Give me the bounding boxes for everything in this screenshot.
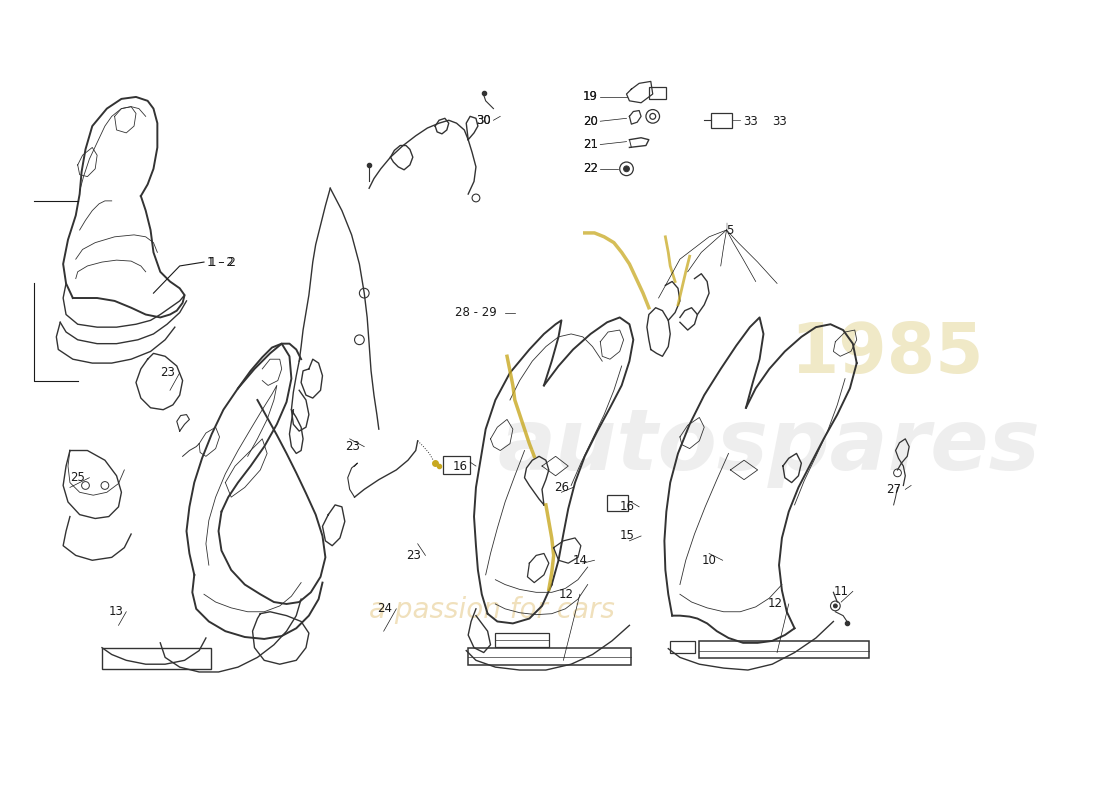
Text: 19: 19 — [583, 90, 597, 103]
Text: 25: 25 — [70, 471, 85, 484]
Text: 21: 21 — [583, 138, 597, 151]
Text: 22: 22 — [583, 162, 597, 175]
Text: a passion for cars: a passion for cars — [368, 596, 615, 624]
Text: 14: 14 — [573, 554, 588, 566]
Text: 19: 19 — [583, 90, 597, 103]
Text: 15: 15 — [619, 530, 635, 542]
Text: 33: 33 — [772, 114, 786, 128]
Bar — [495, 633, 549, 646]
Text: 5: 5 — [727, 223, 734, 237]
Text: 12: 12 — [768, 598, 782, 610]
Circle shape — [624, 166, 629, 172]
Circle shape — [834, 604, 837, 608]
Text: 23: 23 — [161, 366, 175, 379]
Bar — [469, 648, 631, 665]
Text: 16: 16 — [619, 500, 635, 514]
Text: 1 - 2: 1 - 2 — [209, 255, 235, 269]
Text: 20: 20 — [583, 114, 597, 128]
Text: 26: 26 — [553, 481, 569, 494]
Text: 33: 33 — [744, 114, 758, 128]
Text: 10: 10 — [702, 554, 716, 566]
Text: 20: 20 — [583, 114, 597, 128]
Bar — [700, 641, 869, 658]
Text: 23: 23 — [344, 440, 360, 453]
Text: 16: 16 — [452, 459, 468, 473]
Bar — [102, 648, 211, 669]
Bar — [607, 495, 628, 510]
Text: 23: 23 — [406, 549, 421, 562]
Text: 11: 11 — [834, 585, 848, 598]
Text: 28 - 29: 28 - 29 — [454, 306, 496, 319]
Text: 30: 30 — [476, 114, 491, 126]
Text: autospares: autospares — [498, 405, 1041, 488]
Text: 30: 30 — [476, 114, 491, 126]
Text: 21: 21 — [583, 138, 597, 151]
Text: 1985: 1985 — [790, 320, 983, 387]
Text: 22: 22 — [583, 162, 597, 175]
Bar — [443, 456, 470, 474]
Text: 13: 13 — [109, 606, 123, 618]
Bar — [649, 87, 667, 99]
Text: 1 - 2: 1 - 2 — [207, 255, 234, 269]
Text: 24: 24 — [377, 602, 392, 615]
Bar — [711, 114, 733, 128]
Bar — [670, 641, 695, 653]
Text: 12: 12 — [559, 588, 573, 601]
Text: 27: 27 — [886, 483, 901, 496]
